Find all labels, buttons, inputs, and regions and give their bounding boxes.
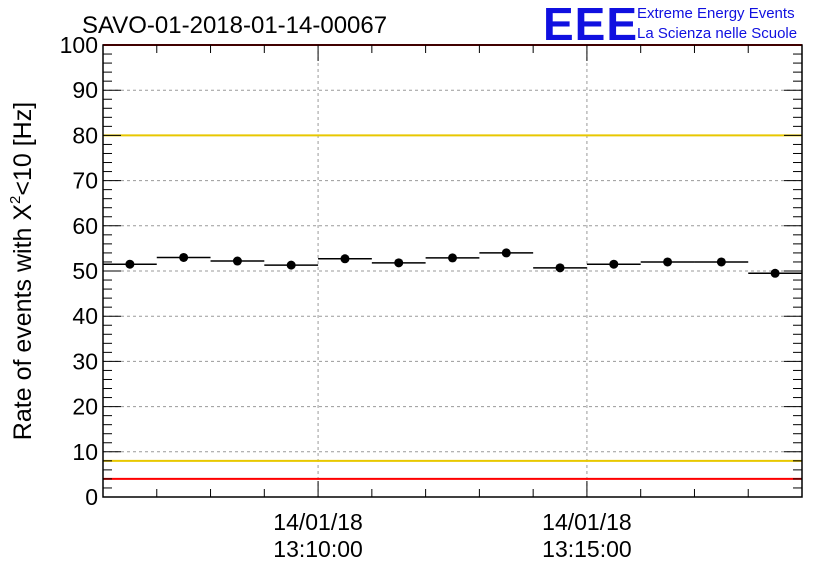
data-point (609, 259, 619, 269)
x-tick-label-time: 13:10:00 (273, 536, 363, 562)
data-series (103, 248, 802, 278)
data-point (770, 268, 780, 278)
data-point (340, 254, 350, 264)
y-tick-label: 0 (85, 484, 98, 510)
y-tick-label: 50 (72, 258, 98, 284)
data-point (286, 260, 296, 270)
y-tick-label: 70 (72, 168, 98, 194)
data-point (663, 257, 673, 267)
y-tick-label: 100 (60, 32, 98, 58)
data-point (448, 253, 457, 263)
plot-frame (102, 44, 803, 498)
y-tick-label: 20 (72, 394, 98, 420)
y-tick-label: 60 (72, 213, 98, 239)
y-tick-label: 80 (72, 122, 98, 148)
y-tick-label: 10 (72, 439, 98, 465)
data-point (555, 263, 565, 273)
y-axis-label: Rate of events with X2<10 [Hz] (7, 102, 37, 440)
x-tick-label-date: 14/01/18 (542, 509, 632, 535)
eee-logo-line1: Extreme Energy Events (637, 5, 795, 22)
y-tick-labels: 0 10 20 30 40 50 60 70 80 90 100 (60, 32, 98, 510)
data-point (232, 256, 242, 266)
y-tick-label: 30 (72, 348, 98, 374)
eee-logo-mark: EEE (543, 0, 638, 50)
data-point (501, 248, 511, 258)
y-tick-label: 90 (72, 77, 98, 103)
x-tick-label-time: 13:15:00 (542, 536, 632, 562)
data-point (125, 259, 135, 269)
chart-title: SAVO-01-2018-01-14-00067 (82, 12, 387, 39)
x-tick-label-date: 14/01/18 (273, 509, 363, 535)
data-point (716, 257, 726, 267)
eee-logo-line2: La Scienza nelle Scuole (637, 25, 797, 42)
grid (103, 45, 802, 497)
data-point (394, 258, 404, 268)
data-point (179, 252, 189, 262)
y-axis-label-sup: 2 (7, 196, 24, 204)
y-tick-label: 40 (72, 303, 98, 329)
y-axis-label-tail: <10 [Hz] (9, 102, 37, 196)
eee-logo: EEE Extreme Energy Events La Scienza nel… (543, 0, 797, 50)
y-axis-label-main: Rate of events with X (9, 204, 37, 441)
